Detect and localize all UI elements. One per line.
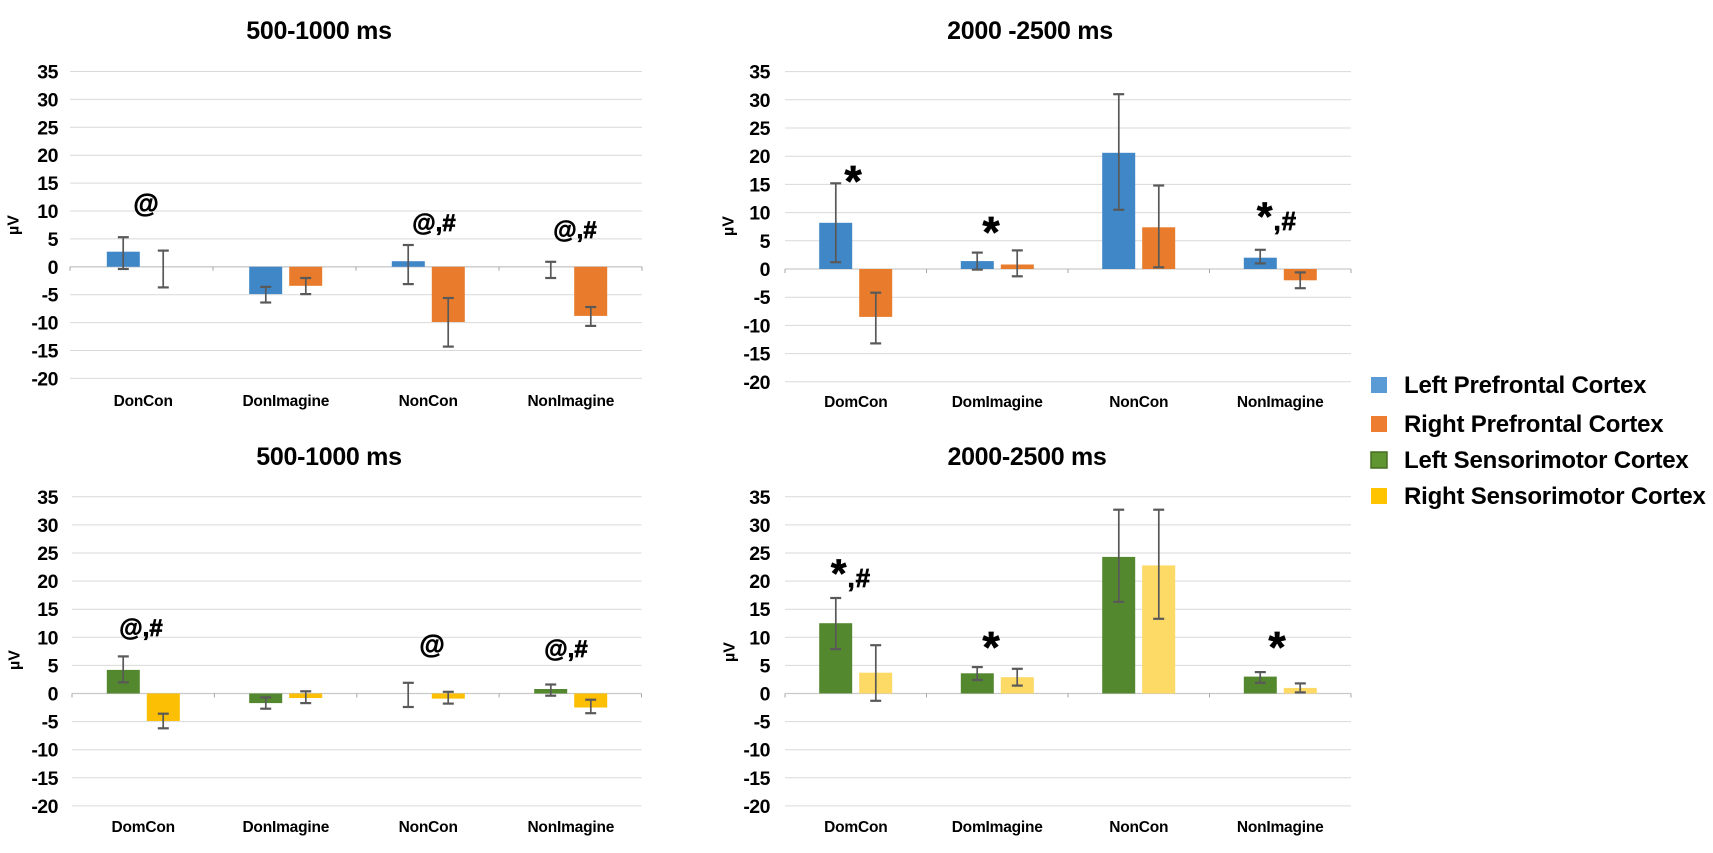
svg-text:-10: -10 — [31, 313, 58, 335]
svg-text:NonCon: NonCon — [399, 819, 458, 836]
svg-text:-10: -10 — [743, 315, 770, 337]
svg-text:NonImagine: NonImagine — [527, 393, 614, 410]
svg-text:NonCon: NonCon — [1109, 819, 1168, 836]
svg-text:DonCon: DonCon — [114, 393, 173, 410]
svg-text:-15: -15 — [743, 768, 770, 790]
svg-text:10: 10 — [37, 627, 58, 649]
svg-text:0: 0 — [760, 259, 771, 281]
svg-text:2000 -2500 ms: 2000 -2500 ms — [947, 17, 1113, 45]
svg-text:*: * — [1268, 623, 1286, 672]
svg-text:Left Sensorimotor Cortex: Left Sensorimotor Cortex — [1404, 447, 1689, 474]
svg-text:30: 30 — [37, 89, 58, 111]
svg-text:10: 10 — [749, 627, 770, 649]
svg-text:15: 15 — [749, 174, 770, 196]
svg-text:DomCon: DomCon — [824, 819, 887, 836]
svg-text:30: 30 — [749, 90, 770, 112]
svg-text:*: * — [982, 208, 1000, 257]
svg-text:20: 20 — [37, 145, 58, 167]
svg-text:-5: -5 — [42, 285, 59, 307]
svg-text:10: 10 — [749, 203, 770, 225]
svg-text:µV: µV — [7, 650, 24, 670]
svg-text:@,#: @,# — [553, 217, 596, 244]
svg-text:20: 20 — [749, 146, 770, 168]
svg-text:@,#: @,# — [412, 210, 455, 237]
svg-text:25: 25 — [749, 543, 770, 565]
svg-text:15: 15 — [749, 599, 770, 621]
svg-text:-10: -10 — [743, 740, 770, 762]
svg-text:5: 5 — [760, 655, 771, 677]
svg-text:µV: µV — [6, 215, 23, 235]
svg-text:20: 20 — [37, 571, 58, 593]
svg-text:-15: -15 — [31, 341, 58, 363]
svg-text:µV: µV — [721, 216, 738, 236]
svg-text:@: @ — [133, 188, 158, 218]
svg-text:0: 0 — [760, 684, 771, 706]
svg-text:5: 5 — [48, 229, 59, 251]
svg-text:*: * — [844, 157, 862, 206]
svg-text:35: 35 — [749, 62, 770, 84]
svg-text:DomCon: DomCon — [824, 394, 887, 411]
svg-text:DomImagine: DomImagine — [952, 819, 1044, 836]
svg-text:-5: -5 — [754, 712, 771, 734]
svg-text:15: 15 — [37, 173, 58, 195]
svg-text:-10: -10 — [31, 740, 58, 762]
svg-text:*,#: *,# — [1257, 195, 1297, 239]
svg-text:30: 30 — [37, 515, 58, 537]
svg-text:0: 0 — [48, 684, 59, 706]
svg-text:2000-2500 ms: 2000-2500 ms — [947, 443, 1106, 471]
svg-text:0: 0 — [48, 257, 59, 279]
svg-text:5: 5 — [760, 231, 771, 253]
svg-text:500-1000 ms: 500-1000 ms — [246, 17, 391, 45]
svg-text:@,#: @,# — [544, 636, 587, 663]
svg-text:@,#: @,# — [119, 615, 162, 642]
svg-text:µV: µV — [722, 642, 739, 662]
svg-text:-15: -15 — [31, 768, 58, 790]
svg-text:Right Prefrontal Cortex: Right Prefrontal Cortex — [1404, 411, 1664, 438]
svg-text:35: 35 — [37, 487, 58, 509]
svg-text:NonCon: NonCon — [399, 393, 458, 410]
svg-text:DonImagine: DonImagine — [242, 393, 329, 410]
svg-text:NonImagine: NonImagine — [527, 819, 614, 836]
svg-text:Right Sensorimotor Cortex: Right Sensorimotor Cortex — [1404, 483, 1707, 510]
svg-text:DonImagine: DonImagine — [242, 819, 329, 836]
svg-text:*,#: *,# — [831, 552, 871, 596]
svg-text:500-1000 ms: 500-1000 ms — [256, 443, 401, 471]
svg-text:15: 15 — [37, 599, 58, 621]
svg-text:-20: -20 — [743, 372, 770, 394]
svg-text:Left Prefrontal Cortex: Left Prefrontal Cortex — [1404, 372, 1647, 399]
svg-text:20: 20 — [749, 571, 770, 593]
svg-text:25: 25 — [37, 543, 58, 565]
svg-text:5: 5 — [48, 655, 59, 677]
svg-text:NonImagine: NonImagine — [1237, 394, 1324, 411]
svg-text:35: 35 — [37, 62, 58, 84]
svg-text:-5: -5 — [42, 712, 59, 734]
svg-text:NonImagine: NonImagine — [1237, 819, 1324, 836]
svg-text:-15: -15 — [743, 344, 770, 366]
svg-text:DomCon: DomCon — [112, 819, 175, 836]
svg-text:NonCon: NonCon — [1109, 394, 1168, 411]
svg-text:10: 10 — [37, 201, 58, 223]
svg-text:-5: -5 — [754, 287, 771, 309]
svg-text:@: @ — [419, 629, 444, 659]
svg-text:-20: -20 — [31, 368, 58, 390]
svg-text:*: * — [982, 623, 1000, 672]
svg-text:-20: -20 — [31, 796, 58, 818]
svg-text:25: 25 — [37, 117, 58, 139]
svg-text:DomImagine: DomImagine — [952, 394, 1044, 411]
svg-text:-20: -20 — [743, 796, 770, 818]
svg-text:25: 25 — [749, 118, 770, 140]
svg-text:35: 35 — [749, 487, 770, 509]
svg-text:30: 30 — [749, 515, 770, 537]
